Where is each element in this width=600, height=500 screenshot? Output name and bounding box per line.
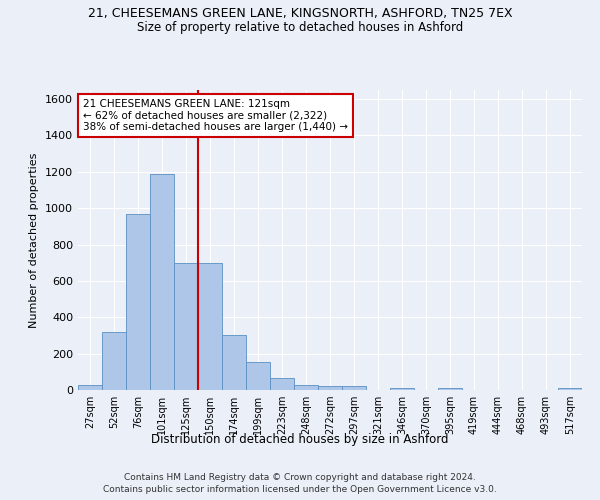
Text: Contains HM Land Registry data © Crown copyright and database right 2024.: Contains HM Land Registry data © Crown c…	[124, 472, 476, 482]
Bar	[102, 332, 126, 390]
Bar	[78, 384, 102, 390]
Bar	[270, 378, 294, 390]
Bar	[198, 262, 222, 390]
Bar	[222, 336, 246, 390]
Bar	[246, 362, 270, 390]
Text: Distribution of detached houses by size in Ashford: Distribution of detached houses by size …	[151, 432, 449, 446]
Text: Size of property relative to detached houses in Ashford: Size of property relative to detached ho…	[137, 21, 463, 34]
Bar	[294, 384, 318, 390]
Bar	[126, 214, 150, 390]
Text: 21 CHEESEMANS GREEN LANE: 121sqm
← 62% of detached houses are smaller (2,322)
38: 21 CHEESEMANS GREEN LANE: 121sqm ← 62% o…	[83, 99, 348, 132]
Bar	[438, 388, 462, 390]
Bar	[342, 386, 366, 390]
Text: 21, CHEESEMANS GREEN LANE, KINGSNORTH, ASHFORD, TN25 7EX: 21, CHEESEMANS GREEN LANE, KINGSNORTH, A…	[88, 8, 512, 20]
Bar	[390, 388, 414, 390]
Bar	[318, 386, 342, 390]
Bar	[150, 174, 174, 390]
Bar	[174, 262, 198, 390]
Y-axis label: Number of detached properties: Number of detached properties	[29, 152, 40, 328]
Text: Contains public sector information licensed under the Open Government Licence v3: Contains public sector information licen…	[103, 485, 497, 494]
Bar	[558, 388, 582, 390]
